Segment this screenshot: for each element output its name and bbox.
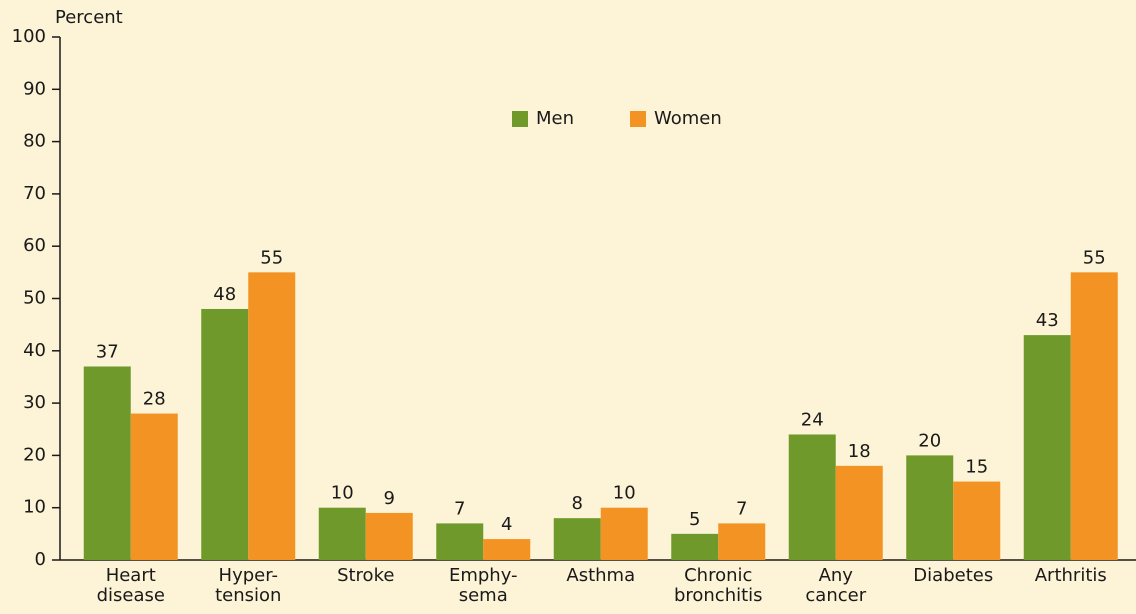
y-tick-label: 40 [23, 340, 46, 361]
value-label: 7 [736, 498, 747, 519]
x-tick-label: Chronic bronchitis [673, 565, 763, 606]
x-tick-label: Arthritis [1034, 565, 1107, 586]
value-label: 10 [613, 483, 636, 504]
value-label: 8 [572, 493, 583, 514]
y-tick-label: 20 [23, 444, 46, 465]
bar [553, 518, 601, 560]
legend-swatch [512, 111, 528, 127]
value-label: 28 [143, 389, 166, 410]
value-label: 55 [1083, 247, 1106, 268]
bar [83, 366, 131, 560]
bar [671, 533, 719, 560]
value-label: 20 [918, 430, 941, 451]
y-tick-label: 80 [23, 131, 46, 152]
value-label: 15 [965, 457, 988, 478]
value-label: 18 [848, 441, 871, 462]
x-tick-label: Heart disease [96, 565, 165, 606]
value-label: 37 [96, 341, 119, 362]
bar [718, 523, 766, 560]
value-label: 7 [454, 498, 465, 519]
bar [483, 539, 531, 560]
x-tick-label: Stroke [337, 565, 395, 586]
bar [130, 413, 178, 560]
y-tick-label: 10 [23, 497, 46, 518]
bar [365, 512, 413, 560]
value-label: 4 [501, 514, 512, 535]
bar [600, 507, 648, 560]
y-tick-label: 70 [23, 183, 46, 204]
bar [201, 308, 249, 560]
bar [248, 272, 296, 560]
bar [906, 455, 954, 560]
value-label: 10 [331, 483, 354, 504]
y-tick-label: 100 [12, 26, 46, 47]
y-tick-label: 0 [35, 549, 46, 570]
x-tick-label: Diabetes [913, 565, 994, 586]
bar [318, 507, 366, 560]
y-tick-label: 30 [23, 392, 46, 413]
value-label: 24 [801, 409, 824, 430]
value-label: 43 [1036, 310, 1059, 331]
legend-swatch [630, 111, 646, 127]
x-tick-label: Asthma [566, 565, 636, 586]
value-label: 48 [213, 284, 236, 305]
y-tick-label: 60 [23, 235, 46, 256]
bar [436, 523, 484, 560]
value-label: 55 [260, 247, 283, 268]
bar [953, 481, 1001, 560]
bar [835, 465, 883, 560]
legend-label: Men [536, 108, 574, 129]
bar [1070, 272, 1118, 560]
y-tick-label: 50 [23, 288, 46, 309]
value-label: 9 [384, 488, 395, 509]
x-tick-label: Emphy- sema [448, 565, 518, 606]
legend-label: Women [654, 108, 722, 129]
value-label: 5 [689, 509, 700, 530]
y-axis-label: Percent [55, 7, 123, 28]
x-tick-label: Any cancer [805, 565, 867, 606]
bar [788, 434, 836, 560]
y-tick-label: 90 [23, 78, 46, 99]
x-tick-label: Hyper- tension [215, 565, 282, 606]
bar [1023, 335, 1071, 560]
